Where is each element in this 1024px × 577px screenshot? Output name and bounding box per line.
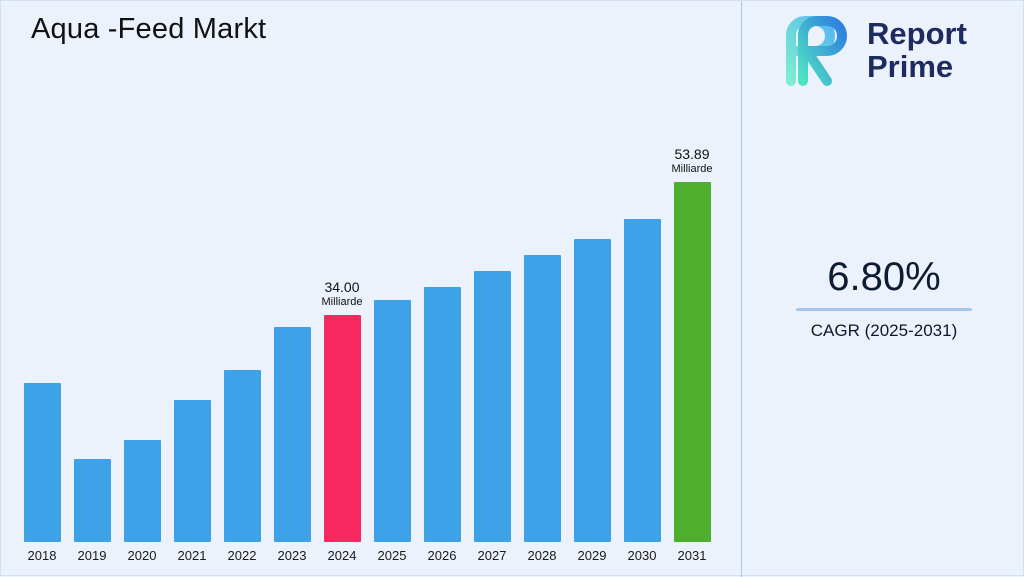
cagr-value: 6.80%: [827, 255, 941, 299]
x-axis-label-2018: 2018: [27, 548, 57, 563]
report-prime-logo-icon: [773, 9, 859, 93]
bar-column-2018: 2018: [17, 383, 67, 563]
bar-value-unit: Milliarde: [671, 162, 713, 175]
bar-2029: [573, 239, 611, 542]
bar-column-2031: 53.89 Milliarde 2031: [667, 146, 717, 563]
cagr-block: 6.80% CAGR (2025-2031): [793, 255, 975, 341]
bar-column-2028: 2028: [517, 255, 567, 563]
x-axis-label-2020: 2020: [127, 548, 157, 563]
vertical-divider: [741, 1, 742, 577]
page-title: Aqua -Feed Markt: [31, 13, 267, 45]
bar-2023: [273, 327, 311, 542]
brand-logo: Report Prime: [773, 9, 967, 93]
bar-column-2021: 2021: [167, 400, 217, 563]
bar-2020: [123, 440, 161, 542]
bar-2021: [173, 400, 211, 542]
bar-2019: [73, 459, 111, 542]
bar-2018: [23, 383, 61, 542]
bar-column-2025: 2025: [367, 300, 417, 563]
x-axis-label-2024: 2024: [327, 548, 357, 563]
bar-2024: [323, 315, 361, 542]
bar-value-label-2031: 53.89 Milliarde: [672, 146, 713, 176]
bar-column-2024: 34.00 Milliarde 2024: [317, 279, 367, 563]
bar-column-2023: 2023: [267, 327, 317, 563]
brand-name-line2: Prime: [867, 49, 954, 84]
bar-column-2029: 2029: [567, 239, 617, 563]
x-axis-label-2019: 2019: [77, 548, 107, 563]
x-axis-label-2021: 2021: [177, 548, 207, 563]
x-axis-label-2026: 2026: [427, 548, 457, 563]
x-axis-label-2028: 2028: [527, 548, 557, 563]
bar-value-unit: Milliarde: [321, 295, 363, 308]
bar-2022: [223, 370, 261, 542]
bar-chart: 2018 2019 2020 2021 2022 2023 34.00 Milliarde 20…: [17, 146, 717, 563]
bar-column-2026: 2026: [417, 287, 467, 563]
brand-name-line1: Report: [867, 16, 967, 52]
bar-value-number: 53.89: [674, 146, 710, 163]
bar-2026: [423, 287, 461, 542]
cagr-underline: [796, 308, 972, 311]
bar-2028: [523, 255, 561, 542]
bar-column-2027: 2027: [467, 271, 517, 563]
x-axis-label-2030: 2030: [627, 548, 657, 563]
cagr-label: CAGR (2025-2031): [810, 321, 958, 340]
bar-column-2030: 2030: [617, 219, 667, 563]
x-axis-label-2025: 2025: [377, 548, 407, 563]
bar-2025: [373, 300, 411, 542]
x-axis-label-2027: 2027: [477, 548, 507, 563]
bar-value-number: 34.00: [324, 279, 360, 296]
brand-name: Report Prime: [867, 18, 967, 83]
x-axis-label-2023: 2023: [277, 548, 307, 563]
x-axis-label-2022: 2022: [227, 548, 257, 563]
bar-column-2019: 2019: [67, 459, 117, 563]
bar-2027: [473, 271, 511, 542]
bar-2030: [623, 219, 661, 542]
bar-value-label-2024: 34.00 Milliarde: [322, 279, 363, 309]
bar-2031: [673, 182, 711, 542]
x-axis-label-2029: 2029: [577, 548, 607, 563]
bar-column-2022: 2022: [217, 370, 267, 563]
x-axis-label-2031: 2031: [677, 548, 707, 563]
bar-column-2020: 2020: [117, 440, 167, 563]
